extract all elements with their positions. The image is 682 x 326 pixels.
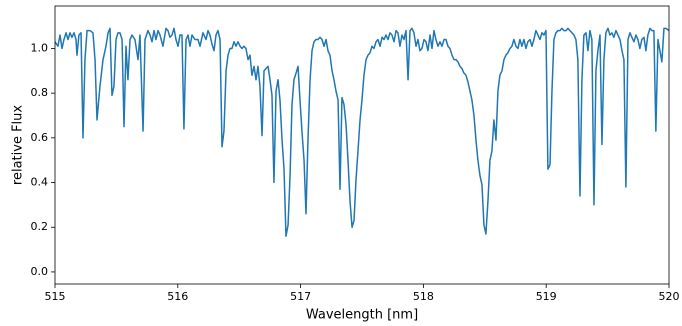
x-axis-label: Wavelength [nm] xyxy=(306,308,418,323)
y-axis-label: relative Flux xyxy=(11,105,26,185)
y-tick-label: 0.4 xyxy=(31,176,49,189)
spectrum-line xyxy=(55,27,669,237)
x-tick-label: 519 xyxy=(536,290,557,303)
x-tick-label: 520 xyxy=(659,290,680,303)
y-tick-label: 0.2 xyxy=(31,220,49,233)
y-tick-label: 0.6 xyxy=(31,131,49,144)
x-tick-label: 517 xyxy=(290,290,311,303)
x-tick-label: 516 xyxy=(167,290,188,303)
x-tick-label: 515 xyxy=(45,290,66,303)
plot-frame xyxy=(54,5,670,285)
y-tick-label: 1.0 xyxy=(31,41,49,54)
x-tick-label: 518 xyxy=(413,290,434,303)
y-tick-label: 0.0 xyxy=(31,265,49,278)
y-tick-label: 0.8 xyxy=(31,86,49,99)
